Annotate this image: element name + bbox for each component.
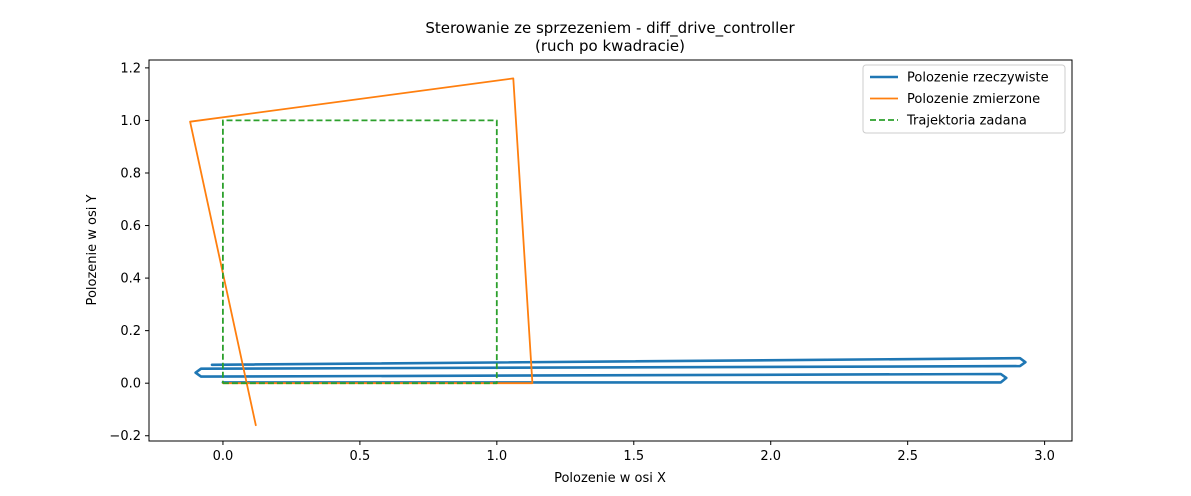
x-tick-label: 0.0 (213, 449, 234, 464)
y-axis: −0.2 0.0 0.2 0.4 0.6 0.8 1.0 1.2 (109, 61, 149, 444)
x-tick-label: 1.5 (623, 449, 644, 464)
plot-frame (148, 59, 1073, 442)
y-tick-label: 0.8 (120, 166, 141, 181)
x-axis-label: Polozenie w osi X (554, 471, 666, 486)
series-line-3 (221, 119, 498, 385)
x-tick-label: 2.5 (897, 449, 918, 464)
legend-label-1: Polozenie rzeczywiste (907, 71, 1049, 86)
plot-series (189, 77, 1027, 427)
x-tick-label: 1.0 (486, 449, 507, 464)
x-tick-label: 2.0 (760, 449, 781, 464)
chart-subtitle: (ruch po kwadracie) (535, 37, 685, 55)
chart-title: Sterowanie ze sprzezeniem - diff_drive_c… (425, 19, 795, 38)
legend-label-2: Polozenie zmierzone (907, 92, 1040, 107)
y-tick-label: 0.0 (120, 377, 141, 392)
y-tick-label: −0.2 (109, 429, 141, 444)
series-line-2 (189, 77, 534, 427)
legend-box (862, 64, 1066, 134)
y-tick-label: 1.0 (120, 114, 141, 129)
x-tick-label: 3.0 (1034, 449, 1055, 464)
legend-label-3: Trajektoria zadana (906, 114, 1027, 129)
y-tick-label: 1.2 (120, 61, 141, 76)
y-tick-label: 0.6 (120, 219, 141, 234)
y-tick-label: 0.4 (120, 272, 141, 287)
y-axis-label: Polozenie w osi Y (85, 195, 100, 306)
series-line-1 (194, 356, 1027, 384)
legend: Polozenie rzeczywiste Polozenie zmierzone… (862, 64, 1066, 134)
x-axis: 0.0 0.5 1.0 1.5 2.0 2.5 3.0 (213, 441, 1055, 464)
y-tick-label: 0.2 (120, 324, 141, 339)
x-tick-label: 0.5 (350, 449, 371, 464)
